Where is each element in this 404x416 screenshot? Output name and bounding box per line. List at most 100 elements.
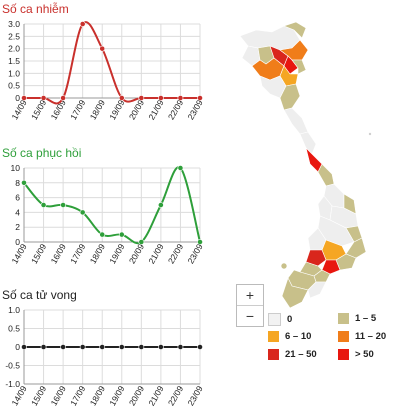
data-point: [60, 95, 67, 101]
legend-item: 1 – 5: [338, 313, 376, 324]
x-tick-label: 20/09: [127, 242, 146, 266]
legend-swatch: [268, 313, 281, 326]
x-tick-label: 23/09: [185, 98, 204, 122]
x-tick-label: 21/09: [146, 384, 165, 408]
data-point: [197, 239, 203, 245]
map-region: [321, 259, 341, 275]
data-point: [40, 95, 47, 101]
data-point: [177, 344, 184, 350]
data-point: [79, 209, 86, 216]
x-tick-label: 18/09: [88, 384, 107, 408]
cases-chart-title: Số ca nhiễm: [2, 2, 69, 16]
map-region: [283, 55, 299, 75]
x-tick-label: 15/09: [29, 384, 48, 408]
y-tick-label: 4: [15, 207, 20, 217]
legend-item: 21 – 50: [268, 349, 317, 360]
data-point: [118, 231, 125, 238]
deaths-chart-plot: -1.0-0.500.51.014/09 15/09 16/09 17/09 18/09…: [5, 305, 205, 408]
legend-swatch: [268, 349, 279, 360]
legend-label: 6 – 10: [285, 331, 312, 343]
x-tick-label: 23/09: [185, 384, 204, 408]
legend-swatch: [338, 349, 349, 360]
y-tick-label: 0: [15, 342, 20, 352]
cases-chart: Số ca nhiễm 0 0.5 1.0 1.5 2.0 2.5 3.0 14/09 15/0…: [0, 2, 215, 132]
x-tick-label: 19/09: [107, 242, 126, 266]
data-point: [99, 231, 106, 238]
legend-item: > 50: [338, 349, 374, 360]
y-tick-label: 10: [11, 163, 21, 173]
x-tick-label: 14/09: [9, 98, 28, 122]
data-point: [79, 21, 86, 27]
y-tick-label: 2.0: [8, 44, 20, 54]
y-tick-label: 0.5: [8, 81, 20, 91]
y-tick-label: 0: [15, 93, 20, 103]
legend-swatch: [338, 331, 349, 342]
x-tick-label: 23/09: [185, 242, 204, 266]
map-region: [307, 281, 327, 299]
y-tick-label: 1.0: [8, 68, 20, 78]
x-tick-label: 17/09: [68, 242, 87, 266]
legend-item: 0: [268, 313, 292, 326]
x-tick-label: 20/09: [127, 384, 146, 408]
y-tick-label: -0.5: [5, 361, 20, 371]
zoom-out-button[interactable]: −: [237, 305, 263, 326]
map-region: [317, 163, 335, 187]
legend-label: 11 – 20: [355, 331, 387, 343]
x-tick-label: 22/09: [166, 98, 185, 122]
x-tick-label: 16/09: [49, 242, 68, 266]
data-point: [138, 344, 145, 350]
map-region: [299, 131, 317, 155]
x-tick-label: 19/09: [107, 384, 126, 408]
map-region: [281, 277, 309, 309]
x-tick-label: 14/09: [9, 242, 28, 266]
data-point: [60, 202, 67, 208]
data-point: [21, 344, 27, 350]
data-point: [138, 95, 145, 101]
map-region: [283, 21, 307, 39]
x-tick-label: 21/09: [146, 242, 165, 266]
x-tick-label: 18/09: [88, 98, 107, 122]
data-point: [177, 95, 184, 101]
data-point: [79, 344, 86, 350]
recovered-chart-title: Số ca phục hồi: [2, 146, 82, 160]
y-tick-label: 1.5: [8, 56, 20, 66]
deaths-chart: Số ca tử vong -1.0 -0.5 0 0.5 1.0 14/09 15/09 1…: [0, 288, 215, 415]
y-tick-label: 8: [15, 178, 20, 188]
data-point: [197, 95, 203, 101]
map-region: [368, 132, 372, 136]
x-tick-label: 15/09: [29, 98, 48, 122]
cases-chart-plot: 00.51.01.52.02.53.014/09 15/09 16/09 17/09 1…: [8, 19, 205, 122]
data-point: [21, 95, 27, 101]
y-tick-label: -1.0: [5, 379, 20, 389]
series-line: [23, 166, 201, 245]
data-point: [157, 95, 164, 101]
map-region: [280, 262, 288, 270]
data-point: [40, 344, 47, 350]
x-tick-label: 18/09: [88, 242, 107, 266]
data-point: [99, 45, 106, 52]
legend-label: > 50: [355, 349, 374, 361]
data-point: [197, 344, 203, 350]
vietnam-map[interactable]: [222, 14, 404, 314]
zoom-in-button[interactable]: +: [245, 287, 255, 303]
data-point: [177, 165, 184, 171]
data-point: [138, 239, 145, 245]
data-point: [157, 344, 164, 350]
deaths-chart-title: Số ca tử vong: [2, 288, 77, 302]
map-region: [305, 249, 327, 267]
y-tick-label: 2.5: [8, 31, 20, 41]
data-point: [118, 344, 125, 350]
x-tick-label: 17/09: [68, 384, 87, 408]
legend-label: 21 – 50: [285, 349, 317, 361]
recovered-chart-plot: 0 2 4 6 8 10 14/09 15/09 16/09 17/09 18/09 19/09 20/…: [9, 163, 204, 266]
recovered-chart: Số ca phục hồi 0 2 4 6 8 10 14/09 15/09 16/09 17/…: [0, 146, 215, 276]
data-point: [40, 202, 47, 208]
map-zoom-control: + −: [236, 284, 264, 327]
legend-label: 1 – 5: [355, 313, 377, 325]
y-tick-label: 0: [15, 237, 20, 247]
legend-item: 11 – 20: [338, 331, 386, 342]
x-tick-label: 16/09: [49, 384, 68, 408]
data-point: [21, 179, 27, 186]
y-tick-label: 1.0: [8, 305, 20, 315]
data-point: [99, 344, 106, 350]
